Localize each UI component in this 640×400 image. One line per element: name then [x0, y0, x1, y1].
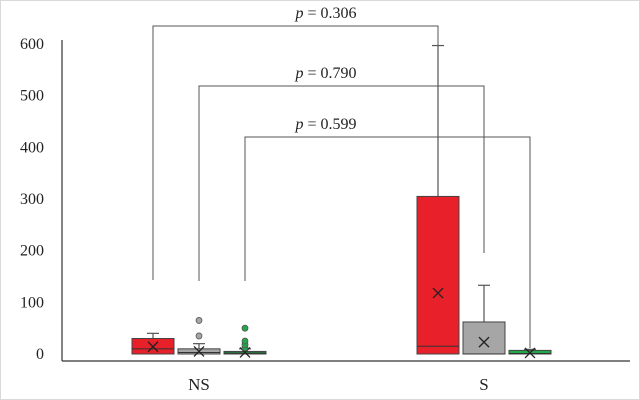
bracket-line — [198, 85, 485, 281]
x-category-label-s: S — [479, 375, 488, 394]
p-value-label-gray: p = 0.790 — [294, 65, 356, 82]
mean-marker — [478, 336, 490, 348]
mean-marker — [239, 346, 251, 358]
p-value-label-green: p = 0.599 — [294, 116, 356, 133]
y-tick-label-100: 100 — [20, 294, 44, 311]
outlier-point — [241, 337, 249, 345]
mean-marker — [432, 287, 444, 299]
p-value-text: = 0.306 — [303, 5, 356, 22]
x-category-label-ns: NS — [188, 375, 210, 394]
outlier-point — [195, 317, 203, 324]
box-green-ns — [223, 324, 267, 358]
y-tick-label-400: 400 — [20, 139, 44, 156]
mean-marker — [147, 341, 159, 353]
box-gray-ns — [177, 317, 221, 357]
box-body — [462, 321, 506, 355]
y-tick-label-500: 500 — [20, 88, 44, 105]
p-symbol: p — [294, 65, 303, 82]
y-tick-label-600: 600 — [20, 36, 44, 53]
p-symbol: p — [294, 116, 303, 133]
bracket-red: p = 0.306 — [152, 5, 439, 280]
y-tick-label-200: 200 — [20, 243, 44, 260]
p-value-text: = 0.790 — [303, 65, 356, 82]
y-tick-label-300: 300 — [20, 191, 44, 208]
box-red-ns — [131, 332, 175, 355]
mean-marker — [193, 345, 205, 357]
outlier-point — [195, 332, 203, 340]
box-gray-s — [462, 284, 506, 355]
boxes — [131, 44, 552, 359]
p-symbol: p — [294, 5, 303, 22]
labels: 0 100 200 300 400 500 600 NS S — [20, 36, 489, 394]
box-body — [416, 195, 460, 355]
p-value-text: = 0.599 — [303, 116, 356, 133]
box-red-s — [416, 44, 460, 355]
box-green-s — [508, 347, 552, 359]
bracket-green: p = 0.599 — [244, 116, 531, 348]
p-value-label-red: p = 0.306 — [294, 5, 356, 22]
y-tick-label-0: 0 — [36, 346, 44, 363]
bracket-line — [244, 136, 531, 348]
bracket-line — [152, 25, 439, 280]
bracket-gray: p = 0.790 — [198, 65, 485, 281]
axes — [61, 40, 630, 362]
mean-marker — [524, 347, 536, 359]
outlier-point — [241, 324, 249, 332]
